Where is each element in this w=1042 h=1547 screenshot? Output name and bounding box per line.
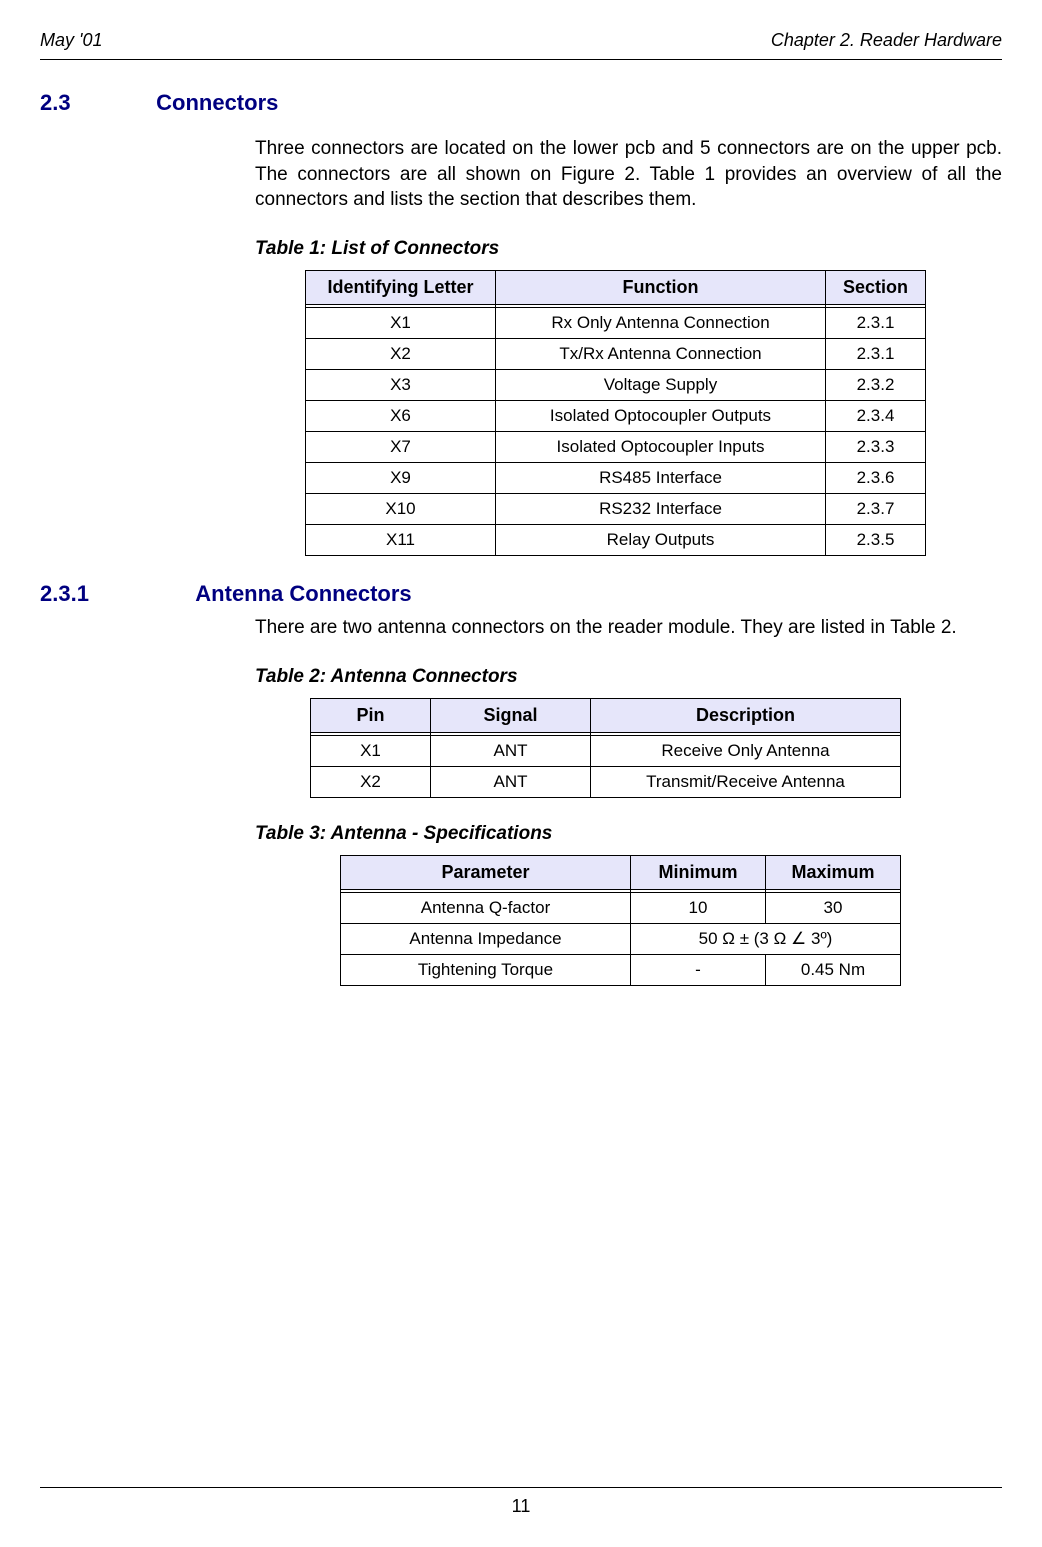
table-cell: ANT bbox=[431, 735, 591, 766]
table-antenna-specs: Parameter Minimum Maximum Antenna Q-fact… bbox=[340, 855, 901, 986]
subsection-number: 2.3.1 bbox=[40, 581, 190, 607]
table-header: Description bbox=[591, 698, 901, 732]
table-row: X10RS232 Interface2.3.7 bbox=[306, 493, 926, 524]
table-row: Antenna Impedance50 Ω ± (3 Ω ∠ 3º) bbox=[341, 923, 901, 954]
table-cell: - bbox=[631, 954, 766, 985]
table-cell: X11 bbox=[306, 524, 496, 555]
table-header: Pin bbox=[311, 698, 431, 732]
table-cell: 2.3.5 bbox=[826, 524, 926, 555]
table-row: X2ANTTransmit/Receive Antenna bbox=[311, 766, 901, 797]
section-number: 2.3 bbox=[40, 90, 150, 116]
table-header: Minimum bbox=[631, 855, 766, 889]
table-cell: Transmit/Receive Antenna bbox=[591, 766, 901, 797]
table-cell: Antenna Q-factor bbox=[341, 892, 631, 923]
table-cell: X10 bbox=[306, 493, 496, 524]
table-header: Function bbox=[496, 270, 826, 304]
table-cell: X3 bbox=[306, 369, 496, 400]
table-cell: 10 bbox=[631, 892, 766, 923]
page-number: 11 bbox=[40, 1496, 1002, 1517]
table-cell: X6 bbox=[306, 400, 496, 431]
table-cell: Voltage Supply bbox=[496, 369, 826, 400]
table-antenna-connectors: Pin Signal Description X1ANTReceive Only… bbox=[310, 698, 901, 798]
table-cell: Tightening Torque bbox=[341, 954, 631, 985]
table-row: X11Relay Outputs2.3.5 bbox=[306, 524, 926, 555]
table-cell: 2.3.7 bbox=[826, 493, 926, 524]
table-row: X9RS485 Interface2.3.6 bbox=[306, 462, 926, 493]
subsection-heading: 2.3.1 Antenna Connectors bbox=[40, 581, 1002, 607]
table-cell: Relay Outputs bbox=[496, 524, 826, 555]
table-row: X1ANTReceive Only Antenna bbox=[311, 735, 901, 766]
table-cell: ANT bbox=[431, 766, 591, 797]
intro-paragraph: Three connectors are located on the lowe… bbox=[255, 136, 1002, 213]
table-cell: RS232 Interface bbox=[496, 493, 826, 524]
header-chapter: Chapter 2. Reader Hardware bbox=[771, 30, 1002, 51]
table-row: X6Isolated Optocoupler Outputs2.3.4 bbox=[306, 400, 926, 431]
table-cell: RS485 Interface bbox=[496, 462, 826, 493]
table-cell: 50 Ω ± (3 Ω ∠ 3º) bbox=[631, 923, 901, 954]
table2-caption: Table 2: Antenna Connectors bbox=[255, 666, 1002, 688]
table-row: X2Tx/Rx Antenna Connection2.3.1 bbox=[306, 338, 926, 369]
header-divider bbox=[40, 59, 1002, 60]
table-row: X1Rx Only Antenna Connection2.3.1 bbox=[306, 307, 926, 338]
table-cell: Antenna Impedance bbox=[341, 923, 631, 954]
table-header: Identifying Letter bbox=[306, 270, 496, 304]
table-cell: 2.3.6 bbox=[826, 462, 926, 493]
table-connectors: Identifying Letter Function Section X1Rx… bbox=[305, 270, 926, 556]
table-cell: Receive Only Antenna bbox=[591, 735, 901, 766]
table-cell: 30 bbox=[766, 892, 901, 923]
subsection-title: Antenna Connectors bbox=[195, 581, 411, 606]
table-cell: X2 bbox=[311, 766, 431, 797]
table-cell: 2.3.4 bbox=[826, 400, 926, 431]
page-header: May '01 Chapter 2. Reader Hardware bbox=[40, 30, 1002, 51]
table-cell: 2.3.1 bbox=[826, 307, 926, 338]
table-cell: 2.3.1 bbox=[826, 338, 926, 369]
footer-divider bbox=[40, 1487, 1002, 1488]
table1-caption: Table 1: List of Connectors bbox=[255, 238, 1002, 260]
table-row: Antenna Q-factor1030 bbox=[341, 892, 901, 923]
table-header-row: Parameter Minimum Maximum bbox=[341, 855, 901, 889]
table-cell: X1 bbox=[306, 307, 496, 338]
table-header-row: Identifying Letter Function Section bbox=[306, 270, 926, 304]
table-cell: X2 bbox=[306, 338, 496, 369]
table-header: Signal bbox=[431, 698, 591, 732]
table-row: Tightening Torque-0.45 Nm bbox=[341, 954, 901, 985]
table-cell: X9 bbox=[306, 462, 496, 493]
table-cell: Rx Only Antenna Connection bbox=[496, 307, 826, 338]
section-title: Connectors bbox=[156, 90, 278, 115]
table-header: Section bbox=[826, 270, 926, 304]
table-header: Parameter bbox=[341, 855, 631, 889]
table-row: X3Voltage Supply2.3.2 bbox=[306, 369, 926, 400]
table-cell: 0.45 Nm bbox=[766, 954, 901, 985]
table-cell: 2.3.3 bbox=[826, 431, 926, 462]
table-cell: Isolated Optocoupler Outputs bbox=[496, 400, 826, 431]
section-heading: 2.3 Connectors bbox=[40, 90, 1002, 116]
table-cell: Tx/Rx Antenna Connection bbox=[496, 338, 826, 369]
table-cell: X1 bbox=[311, 735, 431, 766]
table-cell: Isolated Optocoupler Inputs bbox=[496, 431, 826, 462]
table-header: Maximum bbox=[766, 855, 901, 889]
table-header-row: Pin Signal Description bbox=[311, 698, 901, 732]
page-footer: 11 bbox=[40, 1487, 1002, 1517]
table-cell: 2.3.2 bbox=[826, 369, 926, 400]
table-row: X7Isolated Optocoupler Inputs2.3.3 bbox=[306, 431, 926, 462]
header-date: May '01 bbox=[40, 30, 102, 51]
table3-caption: Table 3: Antenna - Specifications bbox=[255, 823, 1002, 845]
subsection-paragraph: There are two antenna connectors on the … bbox=[255, 615, 1002, 641]
table-cell: X7 bbox=[306, 431, 496, 462]
